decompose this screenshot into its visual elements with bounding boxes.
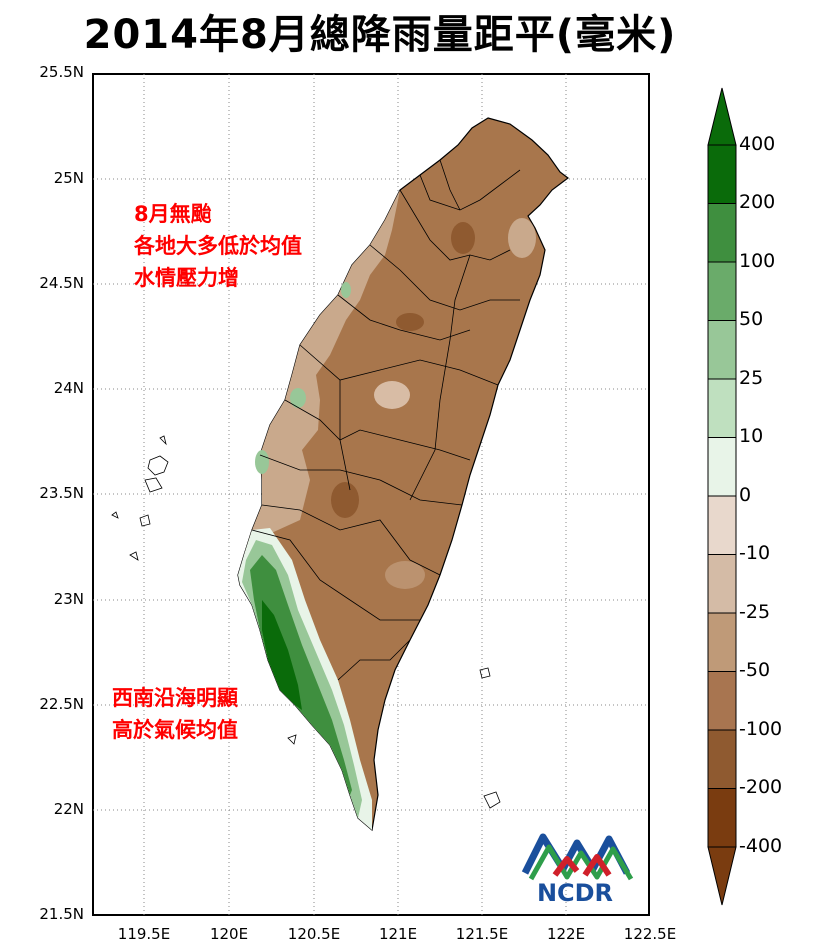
green-patch-north [341, 282, 351, 298]
map-title: 2014年8月總降雨量距平(毫米) [83, 12, 677, 58]
logo-text: NCDR [537, 879, 613, 907]
colorbar-label: -10 [739, 542, 771, 564]
colorbar-label: -50 [739, 659, 771, 681]
x-tick-label: 119.5E [117, 925, 171, 943]
southwest-anomaly-400 [262, 600, 302, 710]
colorbar-label: 400 [739, 133, 776, 155]
colorbar-label: -200 [739, 776, 783, 798]
x-tick-label: 120.5E [287, 925, 341, 943]
colorbar-swatch [707, 144, 737, 204]
annotation-south-line: 高於氣候均值 [112, 718, 238, 742]
colorbar-swatch [707, 495, 737, 555]
colorbar-label: -400 [739, 835, 783, 857]
colorbar-label: -25 [739, 601, 771, 623]
x-tick-label: 122.5E [623, 925, 677, 943]
colorbar-swatch [707, 437, 737, 497]
colorbar-swatch [707, 788, 737, 848]
y-tick-label: 22.5N [39, 695, 84, 713]
annotation-north: 8月無颱 各地大多低於均值 水情壓力增 [134, 198, 302, 294]
x-tick-label: 122E [546, 925, 586, 943]
x-tick-label: 121.5E [455, 925, 509, 943]
y-tick-label: 22N [53, 800, 84, 818]
annotation-south: 西南沿海明顯 高於氣候均值 [112, 682, 238, 746]
colorbar-label: 50 [739, 308, 764, 330]
colorbar-swatch [707, 729, 737, 789]
colorbar-label: 25 [739, 367, 764, 389]
colorbar-swatch [707, 378, 737, 438]
y-tick-label: 23.5N [39, 484, 84, 502]
colorbar-swatches [707, 144, 737, 848]
green-patch-chiayi [255, 450, 269, 474]
colorbar-bottom-arrow [707, 846, 737, 906]
y-tick-label: 25N [53, 169, 84, 187]
annotation-south-line: 西南沿海明顯 [112, 686, 238, 710]
southwest-anomaly-100 [250, 555, 352, 795]
colorbar-label: 200 [739, 191, 776, 213]
colorbar-swatch [707, 671, 737, 731]
central-light-patch [374, 381, 410, 409]
colorbar-swatch [707, 320, 737, 380]
dark-patch-3 [331, 482, 359, 518]
ncdr-logo: NCDR [521, 833, 634, 907]
dark-patch-2 [396, 313, 424, 331]
colorbar-swatch [707, 261, 737, 321]
x-tick-label: 121E [378, 925, 418, 943]
annotation-north-line: 水情壓力增 [134, 266, 239, 290]
colorbar-label: -100 [739, 718, 783, 740]
y-tick-label: 21.5N [39, 905, 84, 923]
annotation-north-line: 8月無颱 [134, 202, 212, 226]
colorbar-top-arrow [707, 87, 737, 146]
colorbar-swatch [707, 612, 737, 672]
y-tick-label: 24.5N [39, 274, 84, 292]
offshore-islands [111, 435, 501, 809]
dark-patch-1 [451, 222, 475, 254]
y-tick-label: 23N [53, 590, 84, 608]
annotation-north-line: 各地大多低於均值 [134, 234, 302, 258]
county-boundaries [251, 159, 521, 681]
colorbar-swatch [707, 203, 737, 263]
colorbar-label: 10 [739, 425, 764, 447]
colorbar-swatch [707, 554, 737, 614]
green-patch-mid [290, 388, 306, 408]
northeast-light-patch [508, 218, 536, 258]
x-tick-label: 120E [209, 925, 249, 943]
y-tick-label: 24N [53, 379, 84, 397]
colorbar-label: 100 [739, 250, 776, 272]
dark-patch-4 [385, 561, 425, 589]
colorbar-label: 0 [739, 484, 752, 506]
y-tick-label: 25.5N [39, 63, 84, 81]
